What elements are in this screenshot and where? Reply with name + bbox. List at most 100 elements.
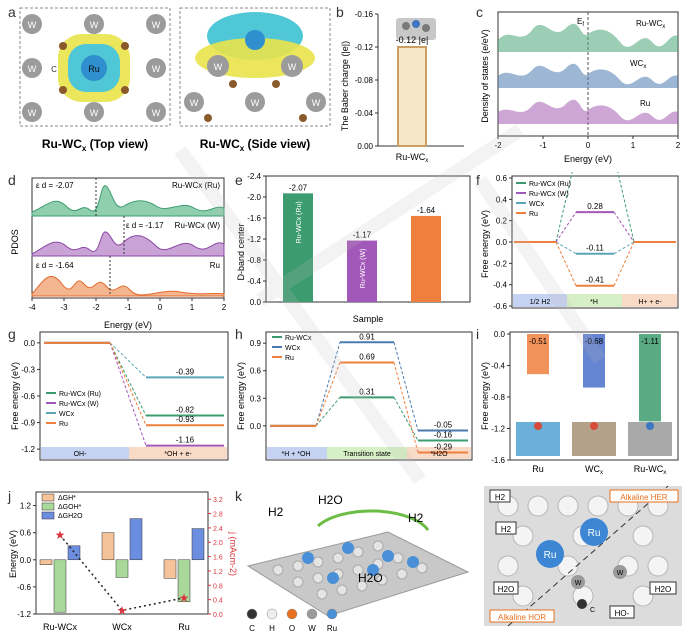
g-lines-ytick-label: -0.3 (21, 365, 35, 374)
h-state-0: *H + *OH (282, 451, 311, 458)
h-lines-connector (315, 397, 341, 427)
i-structure-insets (516, 422, 672, 456)
i-bar-value: -0.51 (529, 337, 548, 346)
j-ytick-label: 0.6 (20, 529, 32, 538)
h-lines-connector (393, 342, 419, 431)
e-ytick-label: -2.4 (247, 172, 261, 181)
k-legend-dot (286, 608, 298, 620)
k-legend-dot (326, 608, 338, 620)
k-legend-dot (266, 608, 278, 620)
f-state-0: 1/2 H2 (530, 299, 551, 306)
b-ytick-label: 0.00 (357, 142, 373, 151)
j-legend-label: ΔGH* (58, 495, 76, 502)
j-ytick-label: -0.6 (17, 583, 31, 592)
h-lines-ytick-label: 0.0 (250, 422, 262, 431)
j-ytick-label: -1.2 (17, 610, 31, 619)
f-state-1: *H (590, 299, 598, 306)
b-bar-value: -0.12 |e| (396, 35, 429, 45)
panel-d-pdos-chart: PDOS ε d = -2.07 ε d = -1.17 ε d = -1.64… (10, 177, 227, 330)
j-y2tick-label: 0.8 (213, 583, 223, 590)
g-lines-connector (109, 342, 147, 378)
i-bar (527, 334, 549, 375)
f-lines-ytick-label: -0.2 (493, 259, 507, 268)
k-legend-dot (246, 608, 258, 620)
j-bar (129, 518, 143, 561)
b-xtick: Ru-WCx (396, 152, 429, 164)
i-bar-value: -1.11 (641, 337, 659, 346)
d-label-2: Ru (210, 261, 220, 270)
k-right-label-6: W (575, 580, 582, 587)
k-right-label-4: Ru (588, 528, 601, 539)
g-lines-connector (109, 342, 147, 426)
c-xtick-label: -2 (494, 141, 502, 150)
atom-label-w: W (28, 20, 37, 30)
j-current-star: ★ (179, 591, 190, 605)
svg-text:W: W (190, 98, 199, 108)
g-lines-value-label: -0.82 (176, 405, 195, 414)
panel-label-e: e (235, 172, 243, 188)
j-bar (115, 559, 129, 578)
d-eps-2: ε d = -1.64 (36, 261, 74, 270)
f-state-2: H+ + e- (638, 299, 662, 306)
d-label-1: Ru-WCx (W) (175, 221, 221, 230)
panel-label-g: g (8, 326, 16, 342)
h-lines-value-label: -0.05 (434, 420, 453, 429)
j-y2tick-label: 0.0 (213, 612, 223, 619)
e-ytick-label: 0.0 (250, 298, 262, 307)
panel-k-schematic: H2 H2O H2 H2O H2 Alkaline HER H2 Ru Ru W… (246, 486, 682, 633)
h-legend-label: WCx (285, 345, 301, 352)
top-view-lattice (22, 14, 166, 122)
panel-b-bader-chart: The Baber charge (|e|) -0.16 -0.12 -0.08 -0… (340, 10, 464, 164)
i-ytick-label: 0.0 (494, 330, 506, 339)
i-bar (583, 334, 605, 388)
j-bar (177, 559, 191, 603)
f-lines-connector (555, 211, 577, 243)
c-xtick-label: 2 (676, 141, 681, 150)
c-xtick-label: -1 (539, 141, 547, 150)
f-state-bg-1 (567, 294, 622, 307)
panel-label-b: b (336, 4, 344, 20)
i-ytick-label: -0.8 (491, 393, 505, 402)
c-series-label-1: WCx (630, 59, 646, 70)
i-category-label: Ru (532, 464, 544, 474)
panel-label-f: f (476, 172, 480, 188)
e-bar-value: -2.07 (289, 183, 308, 192)
k-left-label-2: H2 (408, 511, 424, 525)
k-right-label-9: H2O (655, 585, 671, 594)
panel-label-j: j (8, 488, 12, 504)
g-ylabel: Free energy (eV) (10, 362, 20, 430)
j-category-label: Ru (178, 622, 190, 632)
e-ytick-label: -0.8 (247, 256, 261, 265)
i-ytick-label: -0.4 (491, 362, 505, 371)
panel-h-ts-chart: Free energy (eV) 0.9 0.6 0.3 0.0 0.91 0.69 0.3… (236, 331, 473, 461)
panel-label-k: k (235, 488, 242, 504)
f-lines-ytick-label: -0.4 (493, 281, 507, 290)
h-lines-value-label: -0.29 (434, 442, 453, 451)
f-lines-value-label: -0.11 (586, 244, 604, 253)
j-y2tick-label: 1.2 (213, 569, 223, 576)
f-lines-value-label: -0.41 (586, 276, 605, 285)
b-ylabel: The Baber charge (|e|) (340, 41, 350, 131)
b-ytick-label: -0.04 (355, 109, 374, 118)
g-state-0: OH- (74, 451, 88, 458)
f-state-bg-2 (622, 294, 677, 307)
svg-text:W: W (152, 108, 161, 118)
f-lines-ytick-label: -0.6 (493, 302, 507, 311)
d-ylabel: PDOS (10, 229, 20, 255)
e-bar-text: Ru-WCx (Ru) (296, 201, 303, 243)
k-right-label-8: H2O (498, 585, 514, 594)
side-view-caption: Ru-WCx (Side view) (200, 137, 310, 153)
k-right-label-5: W (617, 570, 624, 577)
j-legend-swatch (41, 511, 55, 520)
j-y2tick-label: 2.8 (213, 512, 223, 519)
panel-g-oh-chart: Free energy (eV) 0.0 -0.3 -0.6 -0.9 -1.2 -0.3… (10, 331, 229, 461)
e-ytick-label: -1.2 (247, 235, 261, 244)
d-xtick-label: -2 (92, 303, 100, 312)
i-ytick-label: -1.2 (491, 425, 505, 434)
e-xlabel: Sample (353, 314, 384, 324)
g-lines-connector (109, 342, 147, 416)
svg-text:W: W (251, 98, 260, 108)
j-legend-swatch (41, 502, 55, 511)
d-xtick-label: 2 (222, 303, 227, 312)
d-xtick-label: 0 (158, 303, 163, 312)
